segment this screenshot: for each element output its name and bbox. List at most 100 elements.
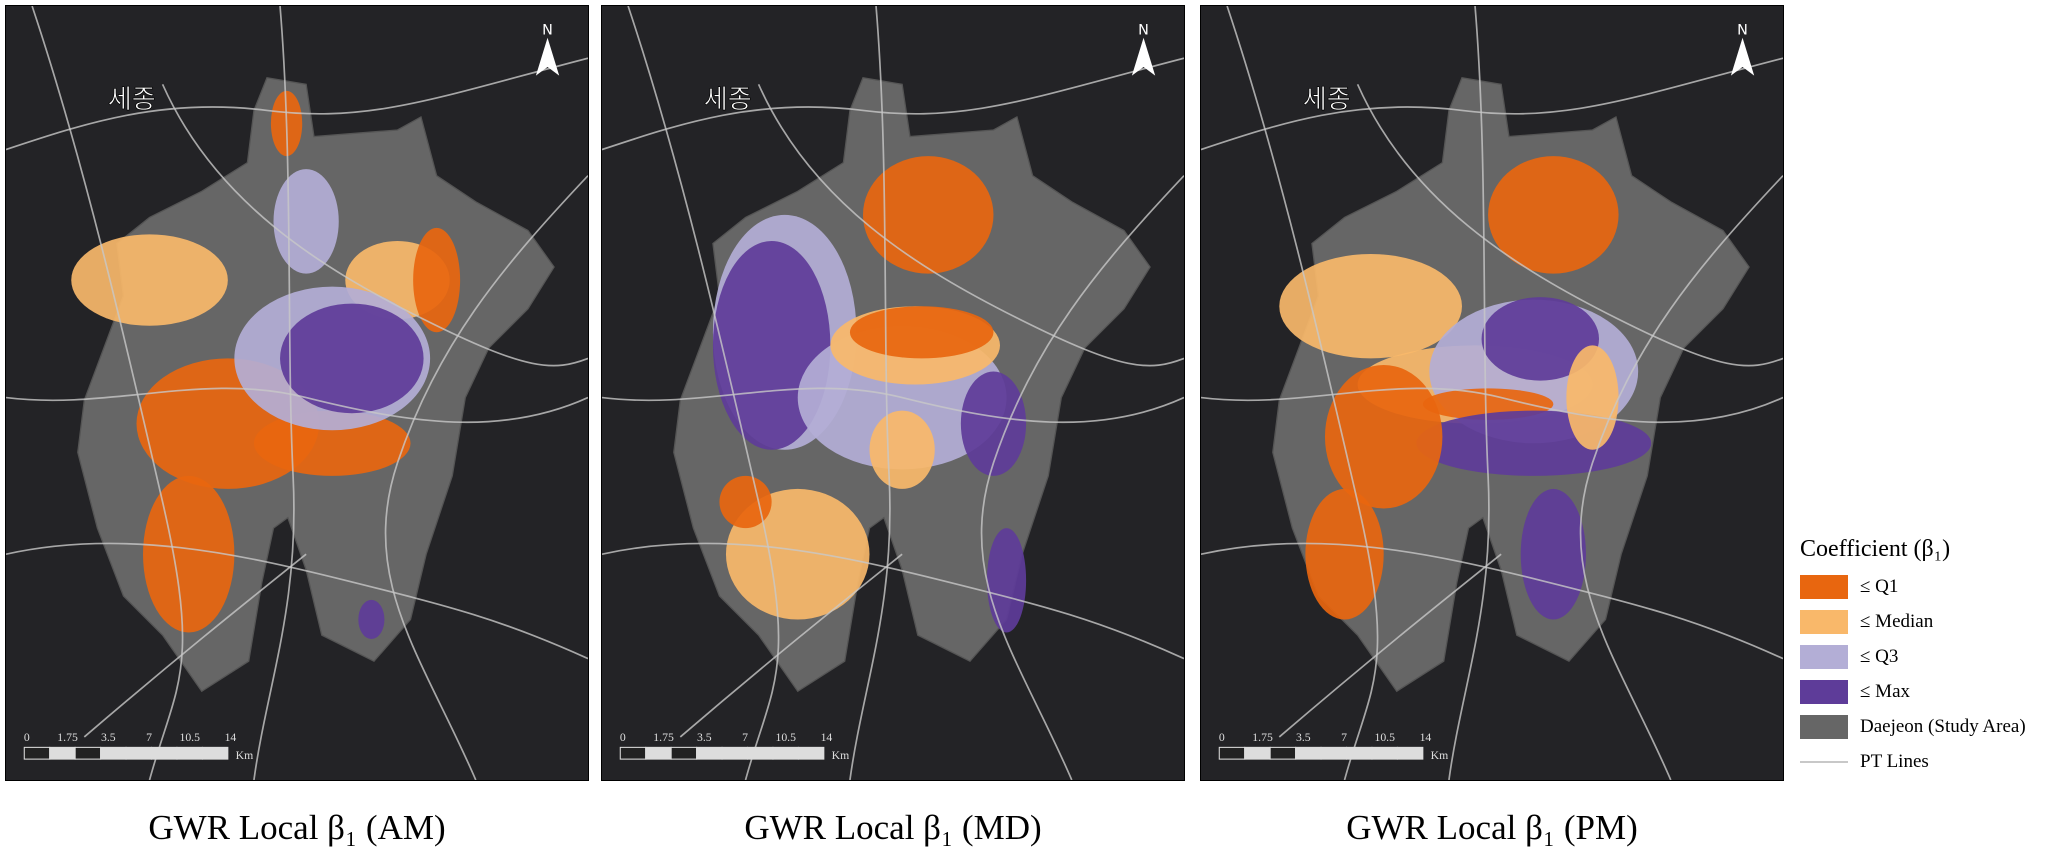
coefficient-zone bbox=[1520, 488, 1586, 620]
pt-line bbox=[253, 6, 295, 780]
coefficient-zone bbox=[1416, 410, 1652, 476]
scale-tick: 0 bbox=[620, 731, 626, 744]
scale-bar-long bbox=[126, 747, 228, 760]
scale-tick: 0 bbox=[24, 731, 30, 744]
legend-label: ≤ Q3 bbox=[1860, 645, 1899, 667]
map-panel: 세종 N 0 1.75 3.5 7 10.5 14 Km bbox=[1200, 5, 1784, 781]
pt-line bbox=[1201, 542, 1783, 660]
pt-line bbox=[1201, 57, 1783, 151]
scale-bar-long bbox=[722, 747, 824, 760]
legend-label: ≤ Q1 bbox=[1860, 575, 1899, 597]
pt-line bbox=[602, 387, 1184, 424]
legend-item: ≤ Q1 bbox=[1800, 569, 2045, 604]
scale-tick: 1.75 bbox=[57, 731, 78, 744]
north-label: N bbox=[542, 23, 553, 39]
pt-line bbox=[384, 175, 588, 780]
scale-tick: 10.5 bbox=[775, 731, 796, 744]
coefficient-zone bbox=[986, 528, 1027, 633]
scale-tick: 7 bbox=[742, 731, 748, 744]
legend-item: Daejeon (Study Area) bbox=[1800, 709, 2045, 744]
map-panel: 세종 N 0 1.75 3.5 7 10.5 14 Km bbox=[601, 5, 1185, 781]
scale-bar-segment bbox=[696, 746, 723, 760]
coefficient-zone bbox=[71, 234, 228, 326]
scale-tick: 1.75 bbox=[1252, 731, 1273, 744]
legend-swatch bbox=[1800, 679, 1848, 704]
scale-tick: 3.5 bbox=[697, 731, 712, 744]
north-label: N bbox=[1138, 23, 1149, 39]
legend: Coefficient (β₁) ≤ Q1 ≤ Median ≤ Q3 ≤ Max Dae… bbox=[1800, 536, 2045, 779]
legend-label: Daejeon (Study Area) bbox=[1860, 715, 2026, 737]
pt-line bbox=[980, 175, 1184, 780]
pt-line bbox=[627, 6, 780, 780]
coefficient-zone bbox=[273, 169, 339, 274]
legend-label: ≤ Median bbox=[1860, 610, 1934, 632]
scale-bar-long bbox=[1321, 747, 1423, 760]
legend-item: PT Lines bbox=[1800, 744, 2045, 779]
coefficient-zone bbox=[1279, 253, 1462, 359]
pt-line bbox=[6, 387, 588, 424]
scale-bar-segment bbox=[23, 746, 51, 760]
legend-title: Coefficient (β₁) bbox=[1800, 536, 1951, 562]
scale-tick: 0 bbox=[1219, 731, 1225, 744]
map-panel: 세종 N 0 1.75 3.5 7 10.5 14 Km bbox=[5, 5, 589, 781]
scale-unit: Km bbox=[236, 749, 254, 762]
north-label: N bbox=[1737, 23, 1748, 39]
pt-line bbox=[1448, 6, 1490, 780]
coefficient-zone bbox=[1488, 156, 1619, 274]
scale-bar-segment bbox=[619, 746, 647, 760]
scale-bar-segment bbox=[49, 746, 76, 760]
scale-tick: 1.75 bbox=[653, 731, 674, 744]
legend-swatch bbox=[1800, 714, 1848, 739]
scale-bar-segment bbox=[1244, 746, 1271, 760]
city-label: 세종 bbox=[108, 85, 156, 115]
coefficient-zone bbox=[358, 599, 385, 640]
north-arrow bbox=[1131, 37, 1156, 76]
pt-line bbox=[602, 57, 1184, 151]
legend-swatch bbox=[1800, 574, 1848, 599]
pt-line bbox=[1226, 6, 1379, 780]
scale-bar-segment bbox=[1295, 746, 1322, 760]
pt-line bbox=[849, 6, 891, 780]
city-label: 세종 bbox=[704, 85, 752, 115]
north-arrow bbox=[1730, 37, 1755, 76]
scale-bar-segment bbox=[670, 746, 698, 760]
pt-line bbox=[161, 83, 588, 367]
coefficient-zone bbox=[413, 227, 461, 333]
pt-line bbox=[679, 553, 903, 738]
coefficient-zone bbox=[862, 156, 994, 274]
scale-unit: Km bbox=[832, 749, 850, 762]
scale-tick: 10.5 bbox=[1374, 731, 1395, 744]
panel-caption: GWR Local β₁ (MD) bbox=[744, 808, 1042, 847]
scale-tick: 3.5 bbox=[1296, 731, 1311, 744]
scale-bar-segment bbox=[1218, 746, 1246, 760]
legend-item: ≤ Median bbox=[1800, 604, 2045, 639]
pt-line bbox=[31, 6, 184, 780]
scale-bar-segment bbox=[1269, 746, 1297, 760]
coefficient-zone bbox=[869, 410, 935, 489]
scale-bar-segment bbox=[74, 746, 102, 760]
legend-label: PT Lines bbox=[1860, 750, 1929, 772]
scale-bar-segment bbox=[645, 746, 672, 760]
legend-line bbox=[1800, 760, 1848, 763]
scale-tick: 14 bbox=[821, 731, 833, 744]
coefficient-zone bbox=[719, 475, 772, 529]
scale-tick: 7 bbox=[1341, 731, 1347, 744]
scale-bar-segment bbox=[100, 746, 127, 760]
pt-line bbox=[602, 542, 1184, 660]
scale-unit: Km bbox=[1431, 749, 1449, 762]
legend-label: ≤ Max bbox=[1860, 680, 1911, 702]
coefficient-zone bbox=[1481, 297, 1600, 381]
pt-line bbox=[6, 542, 588, 660]
legend-swatch bbox=[1800, 644, 1848, 669]
legend-item: ≤ Q3 bbox=[1800, 639, 2045, 674]
legend-item: ≤ Max bbox=[1800, 674, 2045, 709]
scale-tick: 10.5 bbox=[179, 731, 200, 744]
pt-line bbox=[6, 57, 588, 151]
scale-tick: 14 bbox=[225, 731, 237, 744]
scale-tick: 7 bbox=[146, 731, 152, 744]
north-arrow bbox=[535, 37, 560, 76]
panel-caption: GWR Local β₁ (AM) bbox=[148, 808, 446, 847]
city-label: 세종 bbox=[1303, 85, 1351, 115]
coefficient-zone bbox=[1566, 345, 1619, 450]
